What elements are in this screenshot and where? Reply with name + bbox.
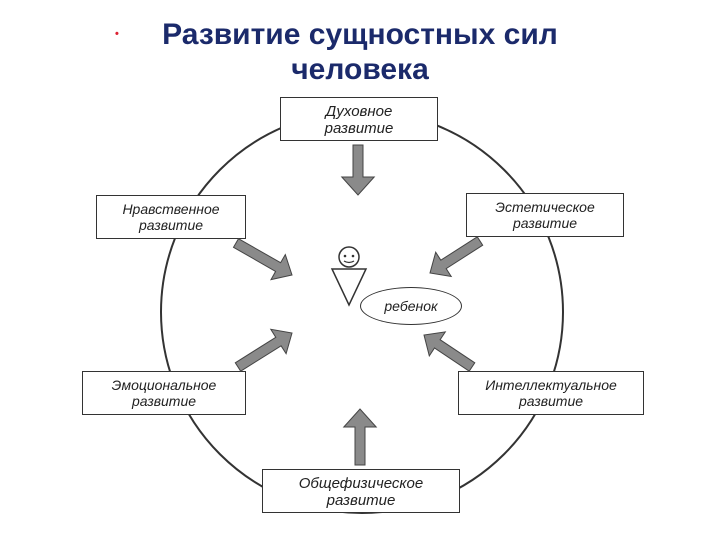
arrow-top: [342, 145, 374, 195]
arrow-tl: [234, 239, 293, 280]
arrow-tr: [430, 237, 483, 277]
title-line2: человека: [291, 53, 429, 86]
center-label-text: ребенок: [384, 298, 437, 314]
page-title: Развитие сущностных сил человека: [0, 18, 720, 87]
arrow-bottom: [344, 409, 376, 465]
center-label: ребенок: [360, 287, 462, 325]
diagram-canvas: Духовное развитие Нравственное развитие …: [60, 95, 660, 525]
arrow-br: [424, 332, 475, 371]
title-line1: Развитие сущностных сил: [162, 18, 558, 51]
arrow-bl: [235, 329, 292, 371]
